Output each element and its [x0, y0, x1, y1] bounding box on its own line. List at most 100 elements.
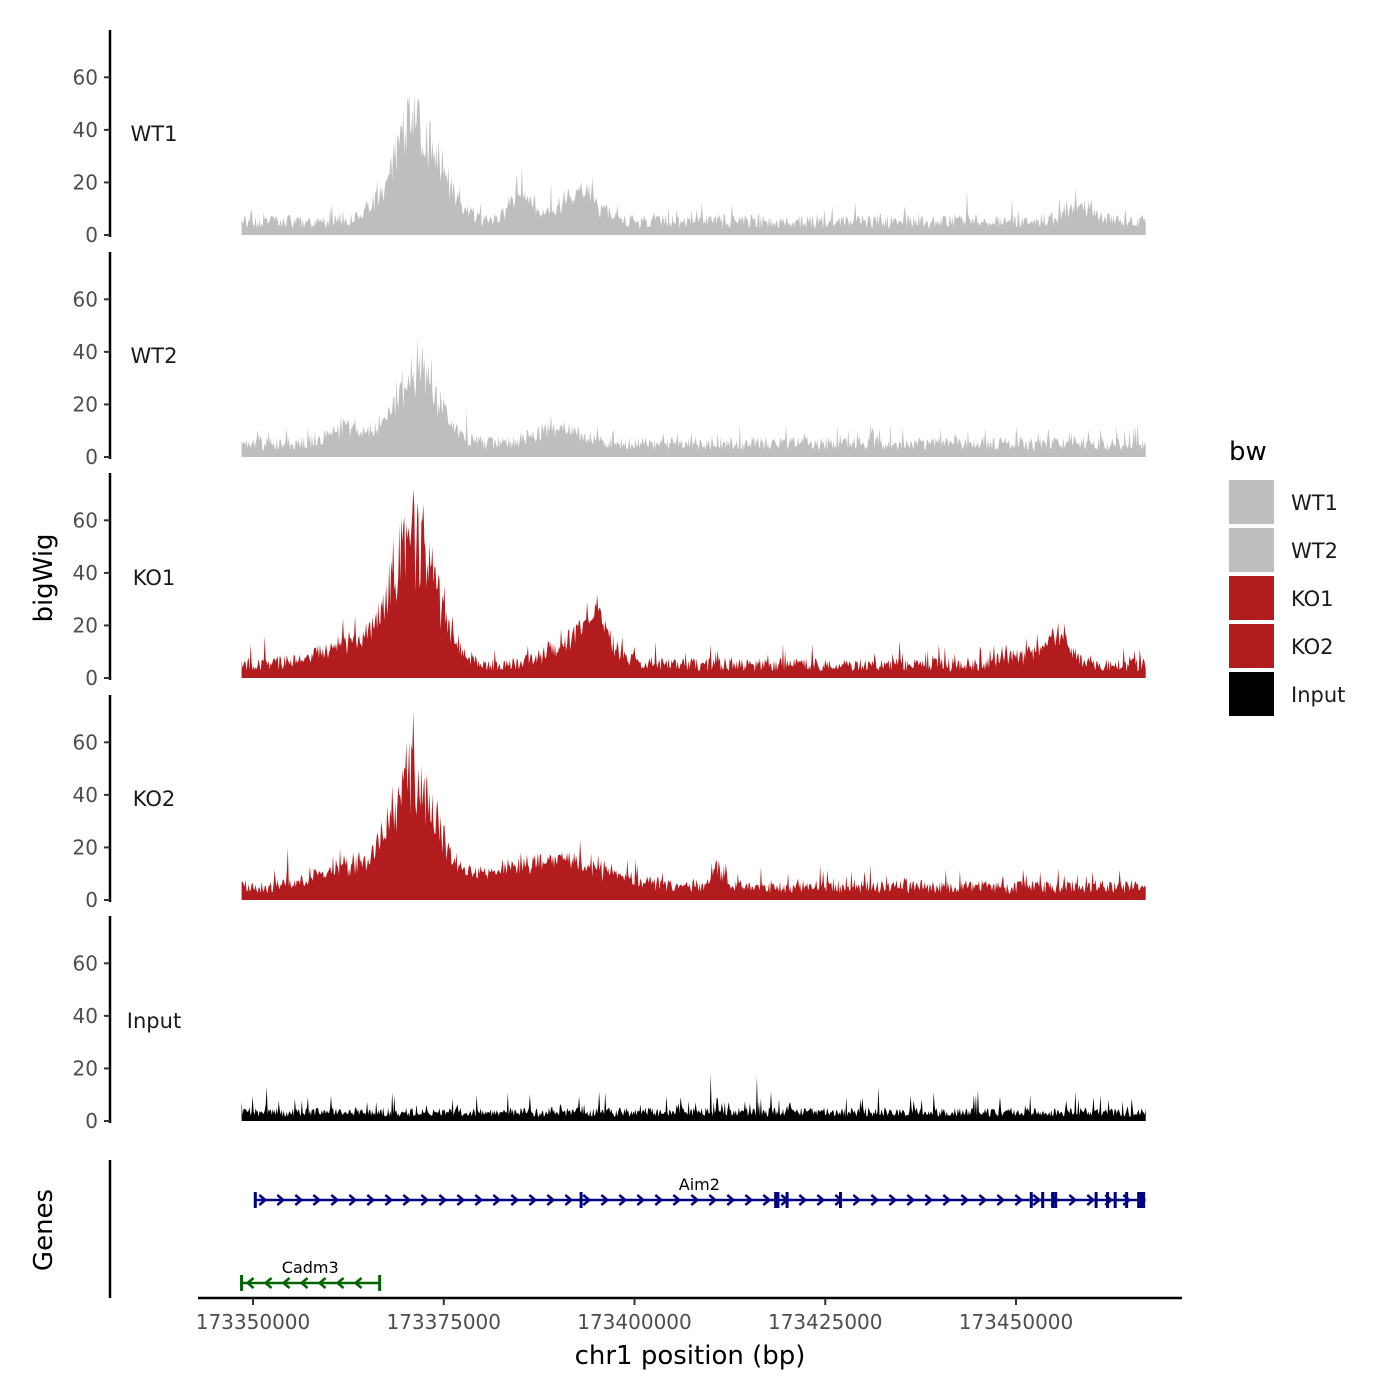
strand-arrow — [402, 1194, 412, 1206]
x-tick-label: 173425000 — [768, 1310, 883, 1334]
exon — [776, 1192, 780, 1208]
y-tick-label: 60 — [73, 65, 98, 89]
x-tick-label: 173350000 — [196, 1310, 311, 1334]
y-tick-label: 40 — [73, 340, 98, 364]
strand-arrow — [798, 1194, 808, 1206]
exon — [253, 1192, 257, 1208]
strand-arrow — [708, 1194, 718, 1206]
track-wt1: 0 20 40 60 WT1 — [73, 30, 1146, 247]
strand-arrow — [281, 1277, 291, 1289]
strand-arrow — [744, 1194, 754, 1206]
strand-arrow — [366, 1194, 376, 1206]
strand-arrow — [654, 1194, 664, 1206]
legend: bw WT1 WT2 KO1 KO2 Input — [1229, 437, 1345, 716]
y-tick-label: 40 — [73, 783, 98, 807]
x-axis-title: chr1 position (bp) — [575, 1341, 806, 1371]
track-label: WT1 — [131, 122, 178, 146]
strand-arrow — [420, 1194, 430, 1206]
legend-label: WT1 — [1291, 491, 1338, 515]
y-tick-label: 40 — [73, 1004, 98, 1028]
gene-label: Aim2 — [679, 1175, 720, 1194]
genes-layer: Aim2 Cadm3 — [108, 1160, 1146, 1298]
signal-area-wt1 — [241, 93, 1146, 235]
exon — [240, 1275, 244, 1291]
y-tick-label: 0 — [85, 888, 98, 912]
exon — [1051, 1192, 1055, 1208]
legend-swatch — [1229, 528, 1274, 572]
strand-arrow — [330, 1194, 340, 1206]
strand-arrow — [618, 1194, 628, 1206]
legend-swatch — [1229, 576, 1274, 620]
exon — [1029, 1192, 1033, 1208]
y-tick-label: 60 — [73, 508, 98, 532]
strand-arrow — [1068, 1194, 1078, 1206]
signal-area-input — [241, 1073, 1146, 1121]
exon — [1125, 1192, 1129, 1208]
strand-arrow — [996, 1194, 1006, 1206]
strand-arrow — [299, 1277, 309, 1289]
y-tick-label: 0 — [85, 1109, 98, 1133]
legend-label: WT2 — [1291, 539, 1338, 563]
strand-arrow — [636, 1194, 646, 1206]
exon — [1041, 1192, 1045, 1208]
x-tick-label: 173450000 — [959, 1310, 1074, 1334]
strand-arrow — [582, 1194, 592, 1206]
strand-arrow — [690, 1194, 700, 1206]
strand-arrow — [1032, 1194, 1042, 1206]
x-axis: 173350000 173375000 173400000 173425000 1734… — [196, 1296, 1182, 1334]
exon — [774, 1192, 778, 1208]
y-tick-label: 40 — [73, 561, 98, 585]
strand-arrow — [335, 1277, 345, 1289]
exon — [378, 1275, 382, 1291]
legend-label: KO2 — [1291, 635, 1334, 659]
strand-arrow — [1014, 1194, 1024, 1206]
exon — [579, 1192, 583, 1208]
strand-arrow — [1086, 1194, 1096, 1206]
gene-aim2: Aim2 — [253, 1175, 1146, 1208]
y-tick-label: 0 — [85, 666, 98, 690]
exon — [839, 1192, 843, 1208]
exon — [1113, 1192, 1117, 1208]
y-tick-label: 20 — [73, 392, 98, 416]
signal-area-ko1 — [241, 488, 1146, 678]
y-tick-label: 20 — [73, 835, 98, 859]
y-axis-title-group: bigWig Genes — [29, 533, 59, 1271]
strand-arrow — [816, 1194, 826, 1206]
strand-arrow — [600, 1194, 610, 1206]
track-label: KO1 — [133, 566, 176, 590]
strand-arrow — [438, 1194, 448, 1206]
strand-arrow — [294, 1194, 304, 1206]
strand-arrow — [672, 1194, 682, 1206]
strand-arrow — [317, 1277, 327, 1289]
gene-cadm3: Cadm3 — [240, 1258, 382, 1291]
strand-arrow — [245, 1277, 255, 1289]
genes-axis-title: Genes — [29, 1189, 59, 1271]
strand-arrow — [762, 1194, 772, 1206]
y-tick-label: 60 — [73, 730, 98, 754]
exon — [1137, 1192, 1146, 1208]
exon — [1094, 1192, 1098, 1208]
strand-arrow — [546, 1194, 556, 1206]
strand-arrow — [924, 1194, 934, 1206]
signal-area-wt2 — [241, 336, 1146, 457]
strand-arrow — [263, 1277, 273, 1289]
y-tick-label: 60 — [73, 287, 98, 311]
strand-arrow — [276, 1194, 286, 1206]
x-tick-label: 173400000 — [577, 1310, 692, 1334]
track-input: 0 20 40 60 Input — [73, 916, 1146, 1133]
legend-swatch — [1229, 672, 1274, 716]
strand-arrow — [353, 1277, 363, 1289]
legend-title: bw — [1229, 437, 1267, 467]
x-tick-label: 173375000 — [386, 1310, 501, 1334]
y-tick-label: 60 — [73, 951, 98, 975]
exon — [1054, 1192, 1058, 1208]
strand-arrow — [348, 1194, 358, 1206]
track-label: KO2 — [133, 787, 176, 811]
track-ko2: 0 20 40 60 KO2 — [73, 695, 1146, 912]
strand-arrow — [978, 1194, 988, 1206]
strand-arrow — [726, 1194, 736, 1206]
y-tick-label: 20 — [73, 613, 98, 637]
strand-arrow — [474, 1194, 484, 1206]
signal-area-ko2 — [241, 710, 1146, 900]
